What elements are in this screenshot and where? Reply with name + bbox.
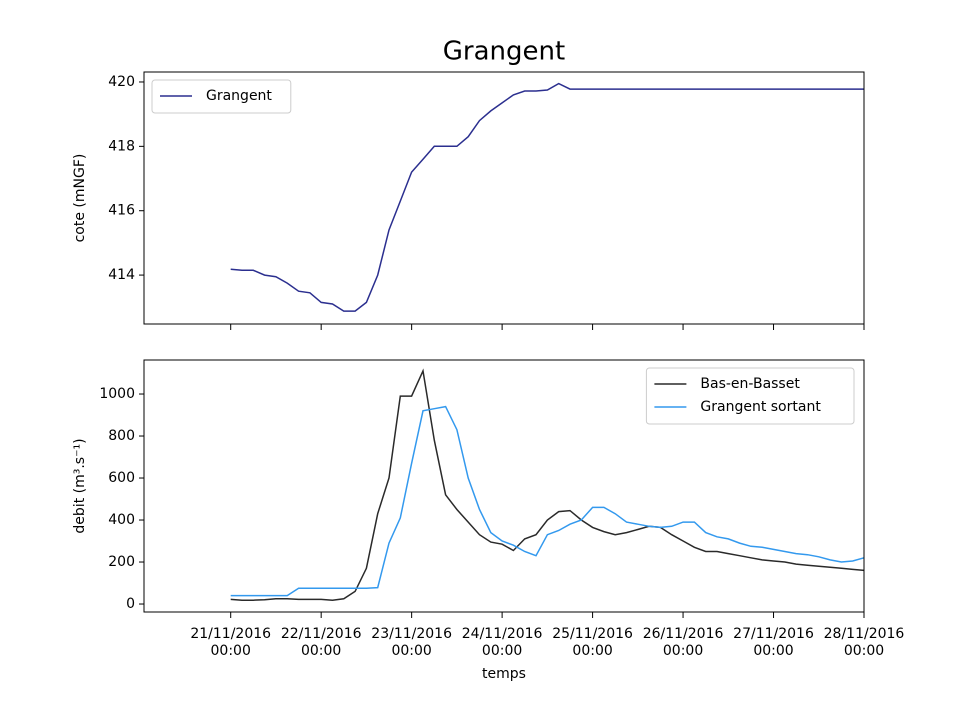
axes-frame xyxy=(143,71,865,325)
y-tick-label: 0 xyxy=(126,596,135,612)
y-axis-label: cote (mNGF) xyxy=(72,154,88,243)
y-tick-label: 200 xyxy=(108,554,135,570)
x-tick-label: 28/11/2016 00:00 xyxy=(824,626,905,659)
legend-label: Grangent xyxy=(206,88,272,104)
y-tick-label: 420 xyxy=(108,74,135,90)
y-tick-label: 800 xyxy=(108,428,135,444)
x-tick-label: 22/11/2016 00:00 xyxy=(281,626,362,659)
legend-box xyxy=(645,367,855,425)
y-tick-label: 418 xyxy=(108,138,135,154)
legend-label: Bas-en-Basset xyxy=(700,376,800,392)
chart-title: Grangent xyxy=(443,37,565,67)
x-tick-label: 27/11/2016 00:00 xyxy=(733,626,814,659)
x-axis-label: temps xyxy=(482,666,526,682)
y-tick-label: 400 xyxy=(108,512,135,528)
series-line xyxy=(230,405,865,597)
y-axis-label: debit (m³.s⁻¹) xyxy=(72,438,88,533)
y-tick-label: 600 xyxy=(108,470,135,486)
y-tick-label: 1000 xyxy=(99,386,135,402)
legend-label: Grangent sortant xyxy=(700,399,821,415)
x-tick-label: 26/11/2016 00:00 xyxy=(643,626,724,659)
series-line xyxy=(230,82,864,312)
series-line xyxy=(230,368,865,601)
legend-box xyxy=(151,79,292,114)
x-tick-label: 25/11/2016 00:00 xyxy=(552,626,633,659)
axes-frame xyxy=(143,359,865,613)
y-tick-label: 416 xyxy=(108,203,135,219)
x-tick-label: 24/11/2016 00:00 xyxy=(462,626,543,659)
y-tick-label: 414 xyxy=(108,267,135,283)
x-tick-label: 21/11/2016 00:00 xyxy=(190,626,271,659)
x-tick-label: 23/11/2016 00:00 xyxy=(371,626,452,659)
